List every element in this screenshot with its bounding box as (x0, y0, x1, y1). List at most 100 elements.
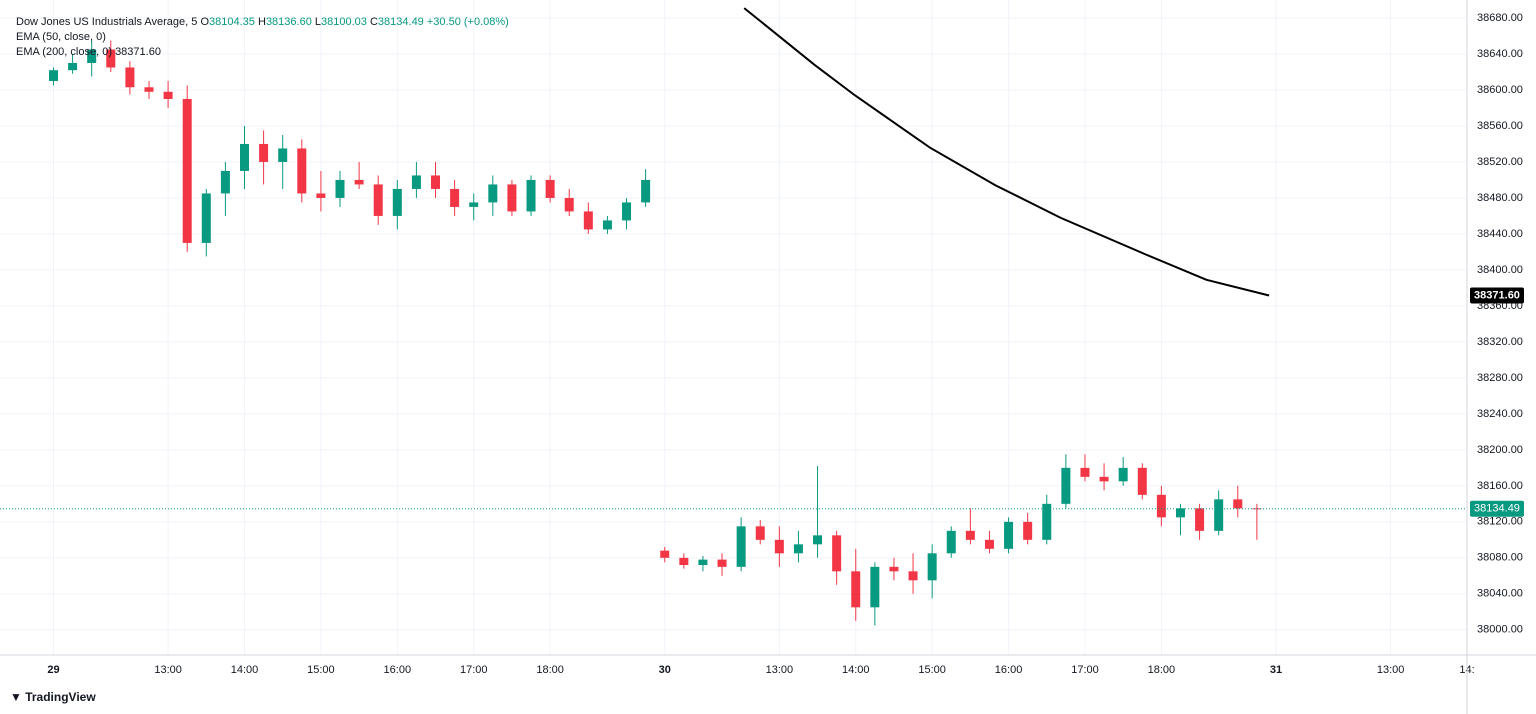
candle-body (335, 179, 345, 198)
y-tick-label: 38520.00 (1477, 156, 1523, 168)
y-tick-label: 38560.00 (1477, 120, 1523, 132)
candle-body (1137, 467, 1147, 495)
candle-body (1118, 467, 1128, 482)
candle-body (1099, 476, 1109, 482)
candle-body (832, 535, 842, 572)
candle-body (927, 553, 937, 581)
x-tick-label: 17:00 (1071, 664, 1099, 676)
candle-body (392, 188, 402, 216)
candle-body (698, 559, 708, 566)
legend-value: 38371.60 (115, 46, 161, 58)
candle-body (1175, 508, 1185, 518)
candle-body (220, 170, 230, 194)
candle-body (1252, 508, 1262, 510)
candle-body (68, 62, 78, 71)
y-tick-label: 38600.00 (1477, 84, 1523, 96)
x-tick-label: 17:00 (460, 664, 488, 676)
brand-name: TradingView (25, 690, 96, 704)
x-tick-label: 14:00 (231, 664, 259, 676)
candle-body (87, 49, 97, 63)
y-tick-label: 38280.00 (1477, 372, 1523, 384)
y-tick-label: 38680.00 (1477, 12, 1523, 24)
candle-body (259, 143, 269, 162)
x-tick-label: 18:00 (536, 664, 564, 676)
y-tick-label: 38440.00 (1477, 228, 1523, 240)
x-tick-label: 13:00 (1377, 664, 1405, 676)
y-tick-label: 38320.00 (1477, 336, 1523, 348)
legend-main: Dow Jones US Industrials Average, 5 O381… (16, 15, 509, 30)
candle-body (793, 544, 803, 554)
last-price-tag (1470, 500, 1524, 517)
x-tick-label: 16:00 (995, 664, 1023, 676)
candle-body (201, 193, 211, 243)
x-tick-label: 13:00 (154, 664, 182, 676)
ema-tag (1470, 287, 1524, 304)
candle-body (813, 535, 823, 545)
candle-body (507, 184, 517, 212)
candle-body (622, 202, 632, 221)
candle-body (583, 211, 593, 230)
candle-body (774, 539, 784, 554)
candle-body (1233, 499, 1243, 509)
candle-body (297, 148, 307, 194)
ohlc-value: 38134.49 (377, 16, 424, 28)
x-tick-label: 15:00 (918, 664, 946, 676)
ohlc-value: 38100.03 (321, 16, 367, 28)
y-tick-label: 38480.00 (1477, 192, 1523, 204)
candle-body (946, 530, 956, 554)
y-tick-label: 38400.00 (1477, 264, 1523, 276)
x-tick-label: 29 (47, 664, 59, 676)
x-tick-label: 31 (1270, 664, 1282, 676)
x-tick-label: 16:00 (384, 664, 412, 676)
y-tick-label: 38200.00 (1477, 444, 1523, 456)
x-tick-label: 14:00 (842, 664, 870, 676)
ohlc-value: +30.50 (+0.08%) (426, 16, 509, 28)
candle-body (48, 70, 58, 81)
candle-body (564, 197, 574, 212)
candle-body (240, 143, 249, 171)
last-price-label: 38134.49 (1474, 503, 1520, 515)
candle-body (602, 220, 612, 230)
candle-body (889, 566, 899, 572)
ema-tag-label: 38371.60 (1474, 289, 1520, 301)
candle-body (717, 559, 727, 567)
y-tick-label: 38000.00 (1477, 624, 1523, 636)
ema-line (743, 7, 1270, 297)
candle-body (163, 91, 173, 99)
ohlc-value: 38136.60 (265, 16, 312, 28)
legend-title: Dow Jones US Industrials Average, 5 (16, 16, 198, 28)
brand: ▼ TradingView (10, 690, 96, 704)
candle-body (851, 571, 861, 608)
y-tick-label: 38640.00 (1477, 48, 1523, 60)
ohlc-values: O38104.35 H38136.60 L38100.03 C38134.49 … (200, 16, 508, 28)
candle-body (1023, 521, 1033, 540)
candle-body (354, 179, 364, 185)
legend-entry: EMA (50, close, 0) (16, 31, 106, 43)
candle-body (545, 179, 555, 198)
candle-body (450, 188, 460, 207)
candle-body (106, 49, 116, 68)
candle-body (431, 175, 441, 189)
candle-body (736, 526, 746, 567)
candle-body (526, 179, 536, 212)
ohlc-label: O (200, 16, 210, 28)
x-tick-label: 18:00 (1148, 664, 1176, 676)
candle-body (144, 87, 154, 92)
legend: Dow Jones US Industrials Average, 5 O381… (16, 15, 509, 60)
candle-body (488, 184, 498, 203)
candle-body (411, 175, 421, 189)
candle-body (965, 530, 975, 540)
candle-body (373, 184, 383, 216)
candle-body (1214, 499, 1224, 531)
y-tick-label: 38080.00 (1477, 552, 1523, 564)
candle-body (1004, 521, 1014, 549)
candle-body (870, 566, 880, 608)
candle-body (1156, 494, 1166, 518)
candle-body (660, 550, 670, 558)
candle-body (1061, 467, 1071, 504)
candle-body (908, 571, 918, 581)
candle-body (278, 148, 288, 162)
candle-body (1080, 467, 1090, 477)
candle-body (1195, 508, 1205, 531)
